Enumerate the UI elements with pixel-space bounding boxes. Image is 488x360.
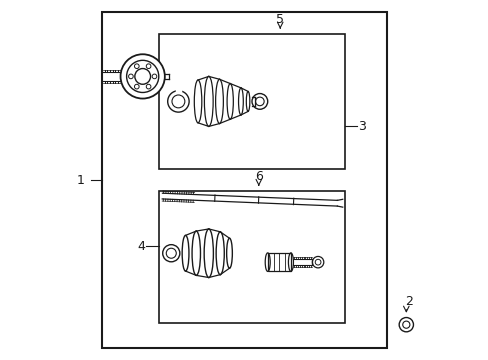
Bar — [102, 12, 386, 348]
Text: 2: 2 — [404, 295, 412, 308]
Bar — [267, 253, 290, 271]
Bar — [159, 33, 344, 169]
Circle shape — [398, 318, 413, 332]
Bar — [159, 191, 344, 323]
Text: 5: 5 — [276, 13, 284, 26]
Circle shape — [121, 54, 164, 99]
Text: 3: 3 — [358, 120, 366, 133]
Text: 1: 1 — [76, 174, 84, 186]
Text: 6: 6 — [254, 170, 262, 183]
Text: 4: 4 — [137, 240, 144, 253]
